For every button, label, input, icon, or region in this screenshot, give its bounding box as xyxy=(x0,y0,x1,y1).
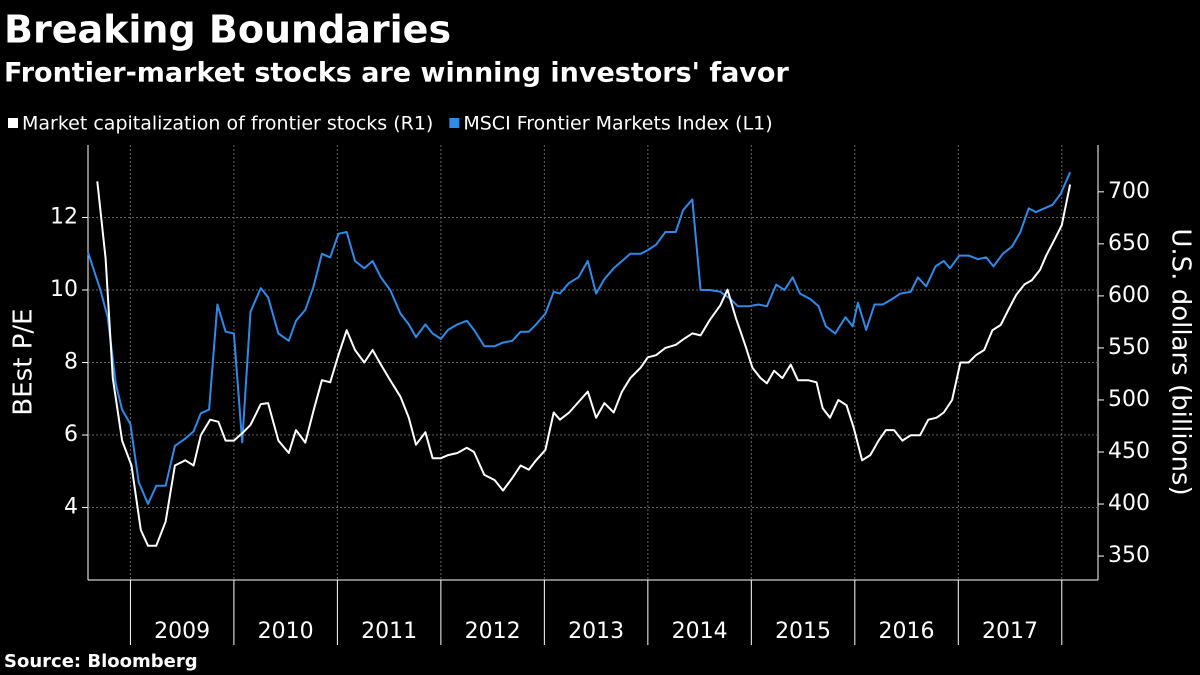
y2-tick-label: 600 xyxy=(1108,283,1150,308)
y-tick-label: 8 xyxy=(64,350,78,375)
x-tick-label: 2014 xyxy=(672,619,728,644)
legend-label: Market capitalization of frontier stocks… xyxy=(22,113,433,135)
x-tick-label: 2009 xyxy=(154,619,210,644)
y2-tick-label: 550 xyxy=(1108,335,1150,360)
y2-tick-label: 650 xyxy=(1108,231,1150,256)
x-tick-label: 2016 xyxy=(879,619,935,644)
x-tick-label: 2010 xyxy=(258,619,314,644)
y-tick-label: 4 xyxy=(64,495,78,520)
chart-subtitle: Frontier-market stocks are winning inves… xyxy=(4,58,789,89)
legend-label: MSCI Frontier Markets Index (L1) xyxy=(463,113,772,135)
x-tick-label: 2013 xyxy=(568,619,624,644)
y2-tick-label: 400 xyxy=(1108,491,1150,516)
legend-swatch xyxy=(8,118,18,128)
y2-tick-label: 700 xyxy=(1108,179,1150,204)
y2-tick-label: 450 xyxy=(1108,439,1150,464)
chart-title: Breaking Boundaries xyxy=(4,8,451,52)
x-tick-label: 2017 xyxy=(982,619,1038,644)
y-tick-label: 6 xyxy=(64,422,78,447)
y2-tick-label: 500 xyxy=(1108,387,1150,412)
x-tick-label: 2015 xyxy=(775,619,831,644)
y2-tick-label: 350 xyxy=(1108,543,1150,568)
legend-swatch xyxy=(449,118,460,128)
y-tick-label: 12 xyxy=(50,205,78,230)
x-tick-label: 2011 xyxy=(361,619,417,644)
source: Source: Bloomberg xyxy=(4,651,198,672)
y-axis-label: BEst P/E xyxy=(9,308,39,415)
series-line xyxy=(87,171,1072,505)
y-tick-label: 10 xyxy=(50,277,78,302)
series-line xyxy=(96,181,1072,547)
x-tick-label: 2012 xyxy=(465,619,521,644)
y2-axis-label: U.S. dollars (billions) xyxy=(1166,228,1196,495)
